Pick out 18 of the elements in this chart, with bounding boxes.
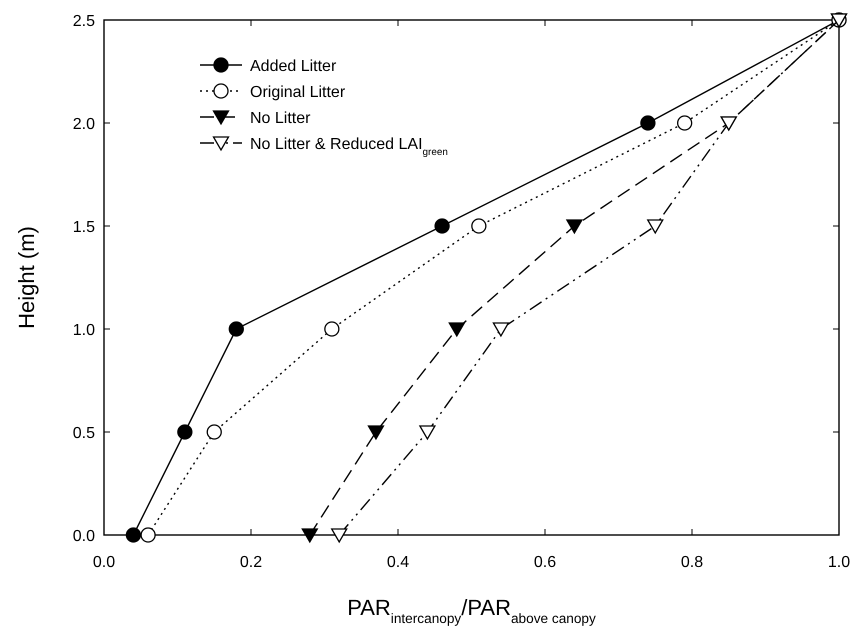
y-axis-title: Height (m) (14, 226, 39, 329)
x-tick-label: 0.6 (534, 554, 556, 571)
legend-label: Added Litter (250, 58, 337, 75)
x-tick-label: 1.0 (828, 554, 850, 571)
y-tick-label: 1.5 (72, 219, 96, 236)
y-tick-label: 0.0 (72, 528, 96, 545)
legend-label: Original Litter (250, 84, 346, 101)
x-tick-label: 0.2 (240, 554, 262, 571)
x-tick-label: 0.8 (680, 554, 704, 571)
x-tick-label: 0.0 (92, 554, 116, 571)
y-tick-label: 2.5 (72, 13, 96, 30)
legend-label: No Litter (250, 110, 312, 127)
y-tick-label: 2.0 (72, 116, 96, 133)
y-tick-label: 1.0 (72, 322, 96, 339)
legend-label: No Litter & Reduced LAI$_{green}$ (250, 136, 448, 158)
x-tick-label: 0.4 (386, 554, 410, 571)
x-axis-title: PAR$_{intercanopy}$/PAR$_{above canopy}$ (347, 595, 596, 626)
y-tick-label: 0.5 (72, 425, 96, 442)
